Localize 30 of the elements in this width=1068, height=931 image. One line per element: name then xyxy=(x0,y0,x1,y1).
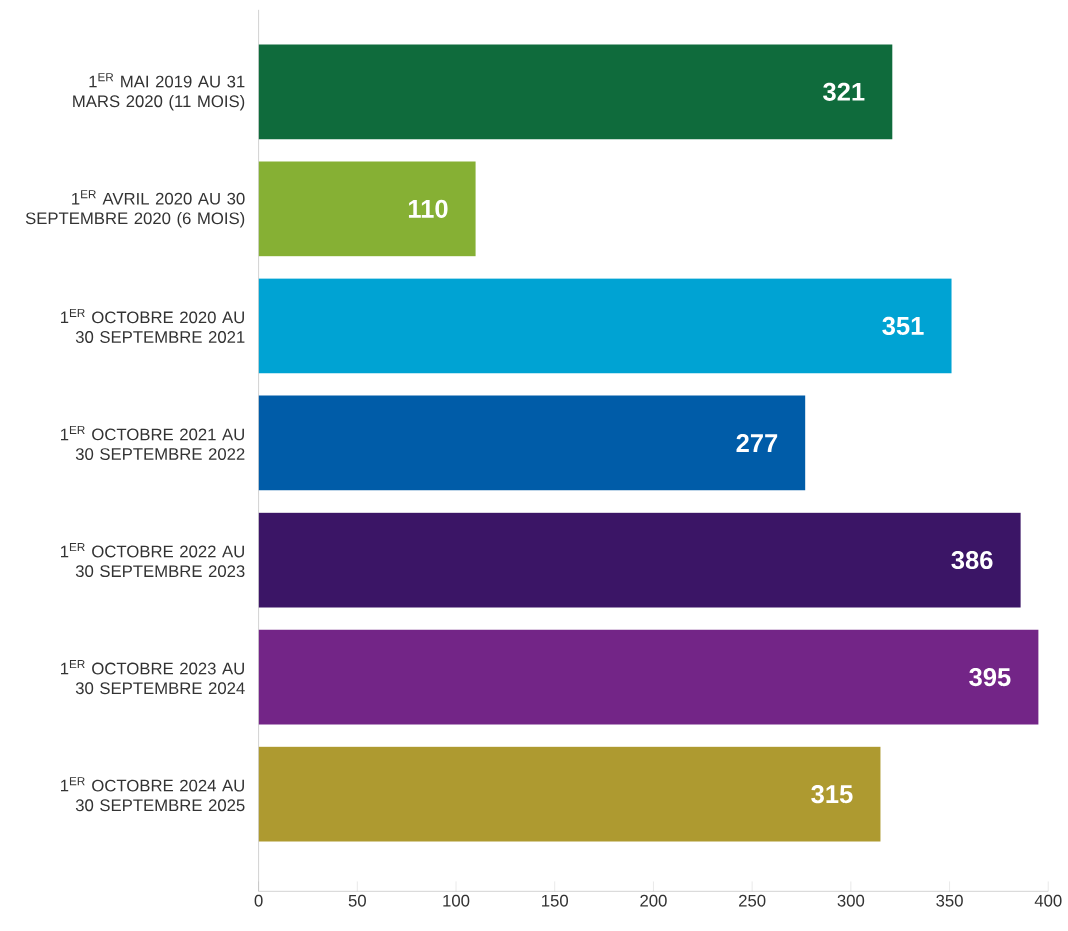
x-tick-label: 400 xyxy=(1034,894,1062,907)
x-tick-label: 100 xyxy=(443,894,470,907)
y-tick-label: 1$^{ER}$ OCTOBRE 2020 AU 30 SEPTEMBRE 2021 xyxy=(61,308,245,344)
x-tick-label: 50 xyxy=(348,894,366,907)
x-tick-label: 250 xyxy=(739,894,766,907)
y-tick-label: 1$^{ER}$ OCTOBRE 2022 AU 30 SEPTEMBRE 2023 xyxy=(61,543,245,578)
data-label: 277 xyxy=(736,434,778,452)
x-tick-label: 150 xyxy=(542,894,569,907)
x-tick-label: 300 xyxy=(837,894,865,907)
y-tick-label: 1$^{ER}$ OCTOBRE 2021 AU 30 SEPTEMBRE 2022 xyxy=(61,426,245,461)
x-tick-label: 350 xyxy=(936,894,963,907)
data-label: 386 xyxy=(951,551,993,570)
bar xyxy=(258,629,1039,725)
bar xyxy=(258,512,1021,608)
y-tick-label: 1$^{ER}$ MAI 2019 AU 31 MARS 2020 (11 MOIS) xyxy=(73,73,245,111)
data-label: 395 xyxy=(969,668,1011,687)
data-label: 321 xyxy=(823,82,865,101)
y-tick-label: 1$^{ER}$ AVRIL 2020 AU 30 SEPTEMBRE 2020 (6 MOIS) xyxy=(25,190,245,228)
x-tick-label: 200 xyxy=(640,894,667,907)
bar xyxy=(258,44,893,140)
bar xyxy=(258,746,881,842)
y-tick-label: 1$^{ER}$ OCTOBRE 2024 AU 30 SEPTEMBRE 2025 xyxy=(61,777,245,812)
bar xyxy=(258,395,806,491)
x-tick-label: 0 xyxy=(254,894,263,907)
data-label: 315 xyxy=(811,785,853,804)
bar xyxy=(258,278,952,374)
data-label: 110 xyxy=(408,199,448,218)
y-tick-label: 1$^{ER}$ OCTOBRE 2023 AU 30 SEPTEMBRE 2024 xyxy=(61,660,245,695)
bar xyxy=(258,161,476,257)
data-label: 351 xyxy=(882,316,924,336)
